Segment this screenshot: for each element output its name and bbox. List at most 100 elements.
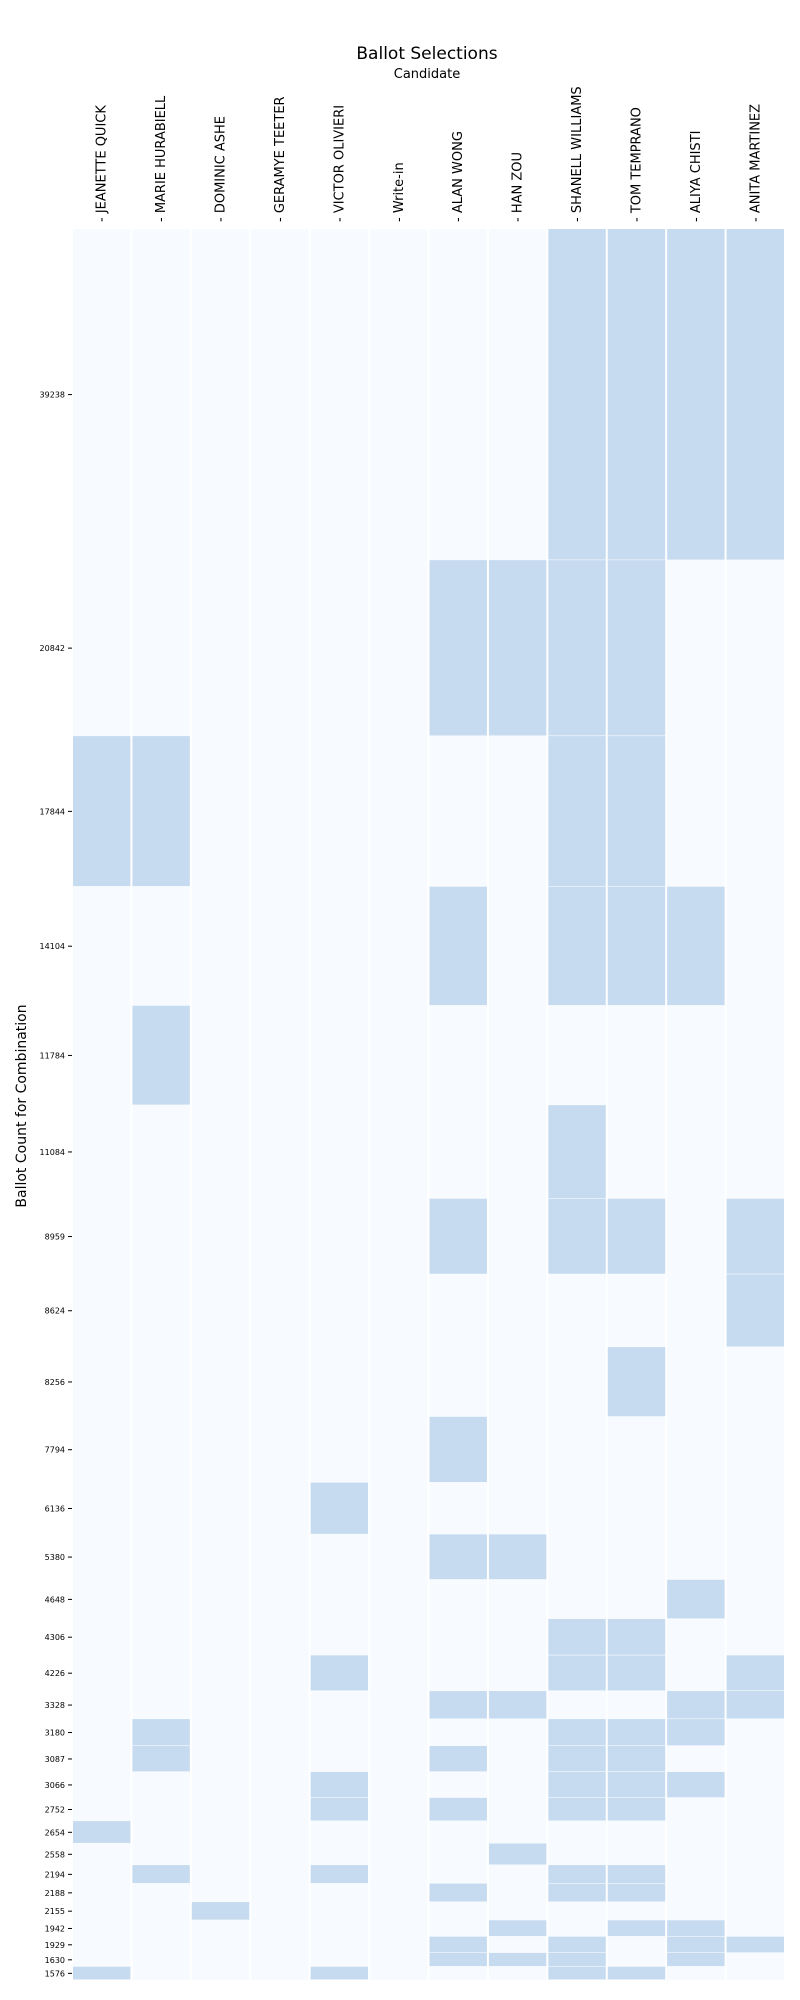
selection-cell	[607, 1655, 666, 1691]
candidate-column	[251, 229, 309, 1980]
selection-cell	[607, 1198, 666, 1274]
selection-cell	[667, 1936, 725, 1953]
selection-cell	[548, 1865, 606, 1884]
y-tick-label: 2194	[45, 1870, 65, 1879]
y-tick-label: 7794	[45, 1446, 65, 1455]
heatmap-cells	[73, 229, 784, 1980]
selection-cell	[73, 1821, 131, 1843]
selection-cell	[548, 1966, 606, 1980]
y-tick-label: 3087	[45, 1755, 65, 1764]
selection-cell	[607, 1883, 666, 1902]
selection-cell	[429, 1952, 487, 1967]
selection-cell	[607, 1966, 666, 1980]
selection-cell	[667, 1920, 725, 1937]
selection-cell	[548, 1655, 606, 1691]
candidate-label: - Write-in	[392, 162, 407, 222]
selection-cell	[607, 1347, 666, 1417]
candidate-column	[73, 229, 131, 1980]
selection-cell	[548, 886, 606, 1006]
candidate-column	[370, 229, 428, 1980]
chart-subtitle: Candidate	[394, 67, 460, 82]
selection-cell	[607, 1619, 666, 1655]
selection-cell	[726, 1936, 784, 1953]
selection-cell	[667, 886, 725, 1006]
selection-cell	[667, 229, 725, 560]
selection-cell	[548, 1797, 606, 1821]
y-tick-label: 14104	[40, 942, 65, 951]
selection-cell	[548, 1619, 606, 1655]
selection-cell	[310, 1772, 369, 1798]
candidate-label: - ANITA MARTINEZ	[748, 104, 763, 222]
y-tick-label: 5380	[45, 1553, 65, 1562]
selection-cell	[488, 1952, 547, 1967]
candidate-label: - ALAN WONG	[451, 131, 466, 222]
selection-cell	[429, 1883, 487, 1902]
selection-cell	[429, 886, 487, 1006]
candidate-label: - TOM TEMPRANO	[629, 107, 644, 222]
y-tick-label: 3328	[45, 1701, 65, 1710]
selection-cell	[548, 1772, 606, 1798]
selection-cell	[310, 1655, 369, 1691]
selection-cell	[607, 886, 666, 1006]
y-tick-label: 8256	[45, 1378, 65, 1387]
selection-cell	[132, 1719, 190, 1746]
selection-cell	[429, 1534, 487, 1580]
selection-cell	[191, 1902, 250, 1920]
selection-cell	[667, 1952, 725, 1967]
selection-cell	[548, 560, 606, 736]
candidate-column	[191, 229, 250, 1980]
chart-title: Ballot Selections	[356, 44, 497, 64]
selection-cell	[607, 736, 666, 887]
candidate-label: - GERAMYE TEETER	[273, 96, 288, 222]
selection-cell	[726, 1274, 784, 1347]
selection-cell	[488, 1920, 547, 1937]
selection-cell	[488, 560, 547, 736]
selection-cell	[548, 1745, 606, 1772]
selection-cell	[667, 1719, 725, 1746]
y-tick-label: 2752	[45, 1805, 65, 1814]
candidate-label: - DOMINIC ASHE	[214, 116, 229, 222]
selection-cell	[488, 1691, 547, 1719]
y-tick-label: 6136	[45, 1504, 65, 1513]
selection-cell	[132, 1865, 190, 1884]
y-axis-label: Ballot Count for Combination	[14, 1004, 30, 1207]
selection-cell	[429, 1691, 487, 1719]
selection-cell	[132, 1745, 190, 1772]
y-tick-label: 3066	[45, 1781, 65, 1790]
y-tick-label: 4648	[45, 1595, 65, 1604]
candidate-label: - JEANETTE QUICK	[95, 105, 110, 222]
y-tick-label: 11784	[40, 1051, 65, 1060]
selection-cell	[548, 229, 606, 560]
y-tick-label: 8959	[45, 1233, 65, 1242]
selection-cell	[310, 1482, 369, 1534]
y-tick-label: 1576	[45, 1969, 65, 1978]
y-tick-label: 4226	[45, 1669, 65, 1678]
y-tick-label: 8624	[45, 1307, 65, 1316]
y-tick-label: 11084	[40, 1148, 65, 1157]
selection-cell	[429, 1745, 487, 1772]
selection-cell	[548, 736, 606, 887]
selection-cell	[548, 1883, 606, 1902]
candidate-label: - HAN ZOU	[511, 152, 526, 222]
selection-cell	[726, 229, 784, 560]
candidate-label: - ALIYA CHISTI	[689, 131, 704, 222]
selection-cell	[726, 1691, 784, 1719]
selection-cell	[488, 1843, 547, 1865]
selection-cell	[667, 1772, 725, 1798]
selection-cell	[607, 1797, 666, 1821]
y-tick-label: 1630	[45, 1956, 65, 1965]
candidate-labels: - JEANETTE QUICK - MARIE HURABIELL - DOMIN…	[95, 86, 764, 222]
selection-cell	[488, 1534, 547, 1580]
selection-cell	[548, 1105, 606, 1199]
y-tick-label: 2558	[45, 1850, 65, 1859]
selection-cell	[607, 1719, 666, 1746]
selection-cell	[429, 560, 487, 736]
candidate-column	[488, 229, 547, 1980]
y-tick-label: 20842	[40, 644, 65, 653]
selection-cell	[73, 1966, 131, 1980]
y-tick-label: 1929	[45, 1941, 65, 1950]
y-tick-label: 39238	[40, 391, 65, 400]
selection-cell	[607, 1772, 666, 1798]
selection-cell	[548, 1719, 606, 1746]
